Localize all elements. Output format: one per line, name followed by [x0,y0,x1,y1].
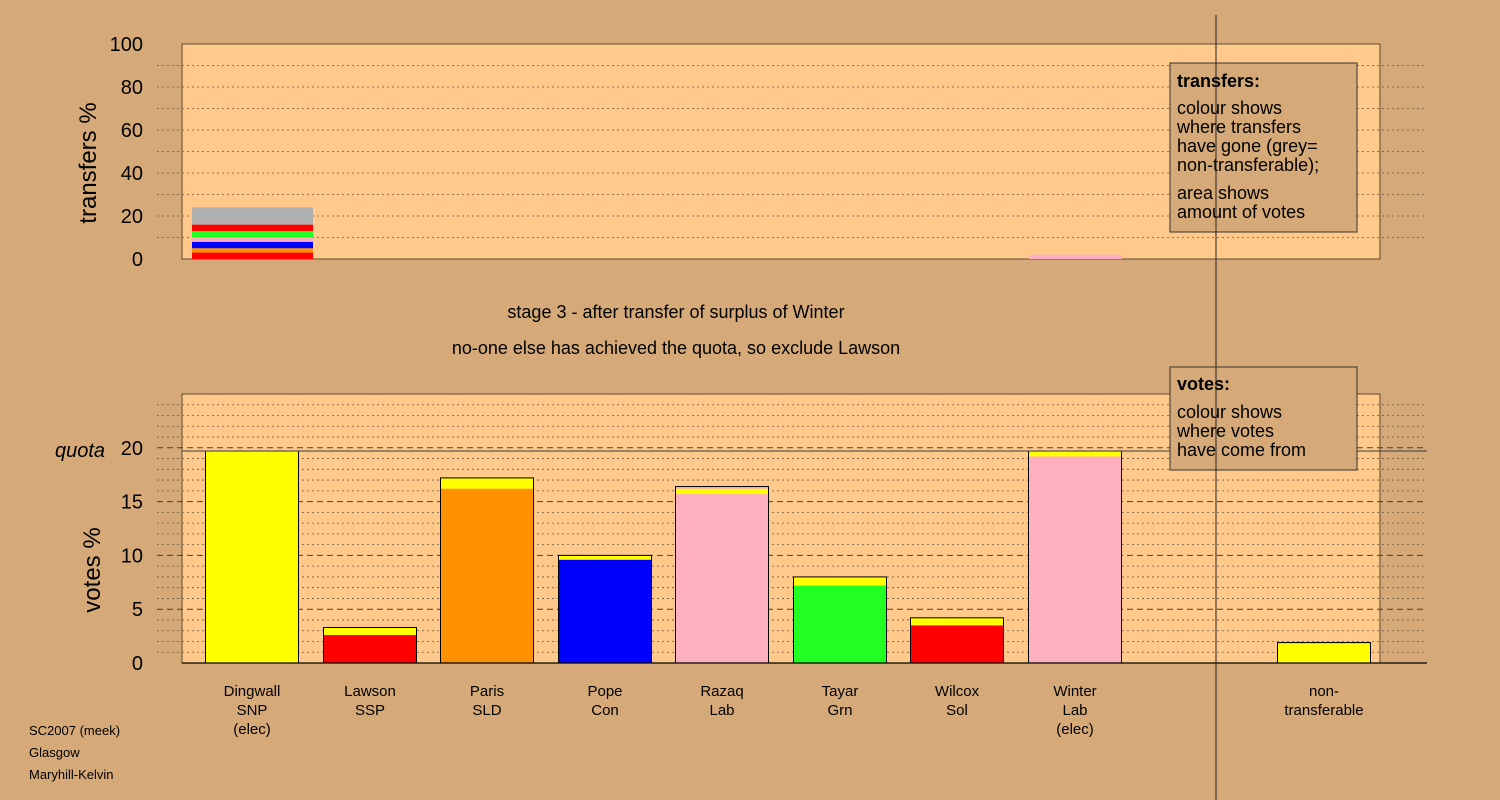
category-label: SSP [355,702,385,719]
category-label: Lab [1062,702,1087,719]
transfer-segment-dingwall-lab [192,237,313,242]
category-label: transferable [1284,702,1363,719]
votes-bars [205,450,1371,664]
transfers-y-tick-label: 0 [132,249,143,271]
votes-y-tick-label: 15 [121,492,143,514]
vote-bar-wilcox [910,617,1004,664]
category-label: (elec) [233,721,271,738]
vote-segment-snp [793,576,887,586]
vote-segment-snp [440,477,534,489]
vote-bar-dingwall [205,450,299,664]
transfers-legend-line: where transfers [1176,117,1301,137]
category-label: Lawson [344,683,396,700]
transfer-segment-dingwall-ssp [192,252,313,259]
vote-segment-snp [558,555,652,560]
vote-segment-snp [205,451,299,663]
vote-bar-paris [440,477,534,664]
transfers-y-ticks: 0 20 40 60 80 100 [110,34,143,271]
vote-segment-con [558,559,652,663]
vote-segment-lab [1028,456,1122,663]
transfer-segment-dingwall-grn [192,231,313,238]
votes-y-axis-label: votes % [79,527,106,612]
transfers-bars [192,207,1122,259]
category-label: Tayar [822,683,859,700]
votes-y-tick-label: 10 [121,545,143,567]
transfers-legend-line: amount of votes [1177,202,1305,222]
votes-y-tick-label: 20 [121,438,143,460]
votes-legend-line: colour shows [1177,402,1282,422]
vote-bar-lawson [323,626,417,664]
votes-y-ticks: 0 5 10 15 20 [121,438,143,675]
category-label: Sol [946,702,968,719]
category-label: Winter [1053,683,1096,700]
vote-segment-lab [675,494,769,663]
vote-segment-sol [910,625,1004,663]
transfers-y-axis-label: transfers % [75,102,102,223]
transfer-segment-winter-lab [1029,254,1122,259]
category-label: Paris [470,683,504,700]
votes-legend-line: have come from [1177,440,1306,460]
vote-segment-snp [675,488,769,495]
category-label: Wilcox [935,683,980,700]
transfers-legend-title: transfers: [1177,71,1260,91]
vote-segment-lab [675,486,769,489]
transfers-legend-line: area shows [1177,183,1269,203]
transfer-segment-dingwall-nontransferable [192,207,313,225]
vote-segment-snp [1028,451,1122,457]
transfer-segment-dingwall-con [192,241,313,249]
category-label: Dingwall [224,683,281,700]
vote-segment-sld [440,488,534,663]
transfer-segment-dingwall-sld [192,248,313,253]
vote-bar-winter [1028,450,1122,664]
transfers-y-tick-label: 60 [121,120,143,142]
votes-legend-title: votes: [1177,374,1230,394]
vote-segment-snp [1277,643,1371,663]
category-label: Pope [587,683,622,700]
category-label: (elec) [1056,721,1094,738]
vote-bar-non-transferable [1277,642,1371,664]
category-label: non- [1309,683,1339,700]
category-label: Grn [827,702,852,719]
vote-segment-lab [1277,642,1371,644]
vote-bar-pope [558,554,652,664]
vote-segment-snp [910,617,1004,626]
category-label: SNP [237,702,268,719]
votes-category-labels: Dingwall SNP (elec) Lawson SSP Paris SLD Pope Co… [224,683,1364,738]
transfer-segment-dingwall-sol [192,224,313,232]
transfers-y-tick-label: 20 [121,206,143,228]
transfers-legend: transfers: colour shows where transfers … [1169,62,1358,233]
votes-y-tick-label: 5 [132,599,143,621]
transfers-legend-line: colour shows [1177,98,1282,118]
votes-legend-line: where votes [1176,421,1274,441]
category-label: Razaq [700,683,743,700]
quota-label: quota [55,440,105,462]
transfers-gridlines [157,65,1427,238]
votes-legend: votes: colour shows where votes have com… [1169,366,1358,471]
footer-method: SC2007 (meek) [29,723,120,738]
transfers-legend-line: non-transferable); [1177,155,1319,175]
transfers-y-tick-label: 40 [121,163,143,185]
vote-segment-grn [793,585,887,663]
transfers-legend-line: have gone (grey= [1177,136,1318,156]
stage-title: stage 3 - after transfer of surplus of W… [507,302,844,322]
vote-bar-razaq [675,486,769,664]
footer-constituency: Maryhill-Kelvin [29,767,114,782]
category-label: Lab [709,702,734,719]
vote-bar-tayar [793,576,887,664]
category-label: Con [591,702,619,719]
transfers-y-tick-label: 80 [121,77,143,99]
transfers-y-tick-label: 100 [110,34,143,56]
vote-segment-snp [323,627,417,636]
category-label: SLD [472,702,501,719]
stage-note: no-one else has achieved the quota, so e… [452,338,900,358]
footer-region: Glasgow [29,745,80,760]
votes-y-tick-label: 0 [132,653,143,675]
vote-segment-ssp [323,635,417,663]
